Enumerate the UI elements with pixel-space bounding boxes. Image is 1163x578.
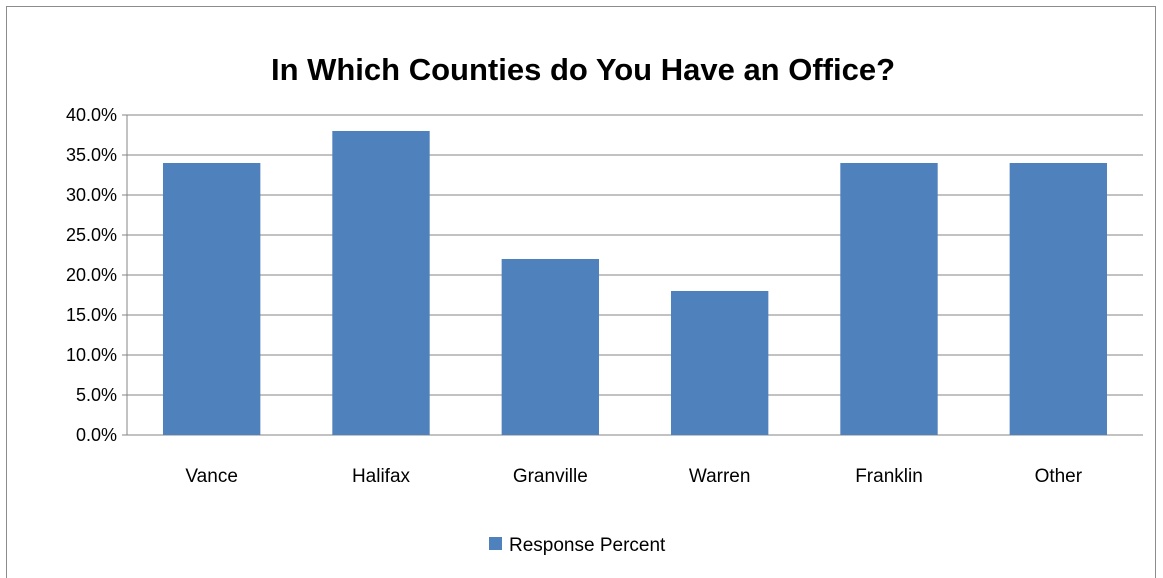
legend-label: Response Percent xyxy=(509,535,666,556)
x-category-label: Other xyxy=(1035,466,1083,487)
x-category-label: Warren xyxy=(689,466,751,487)
y-tick-label: 20.0% xyxy=(66,265,117,285)
chart-title: In Which Counties do You Have an Office? xyxy=(271,52,895,87)
x-axis-labels: Vance Halifax Granville Warren Franklin Other xyxy=(185,466,1082,487)
gridlines xyxy=(122,114,1143,436)
x-category-label: Franklin xyxy=(855,466,923,487)
y-tick-label: 15.0% xyxy=(66,305,117,325)
y-tick-label: 5.0% xyxy=(76,385,117,405)
y-tick-label: 25.0% xyxy=(66,225,117,245)
x-category-label: Halifax xyxy=(352,466,411,487)
y-tick-label: 40.0% xyxy=(66,105,117,125)
bar-warren xyxy=(670,291,769,435)
bar-halifax xyxy=(332,131,430,435)
x-category-label: Granville xyxy=(513,466,588,487)
y-axis-ticks: 0.0% 5.0% 10.0% 15.0% 20.0% 25.0% 30.0% 35.0% 40… xyxy=(66,105,117,445)
y-tick-label: 35.0% xyxy=(66,145,117,165)
x-category-label: Vance xyxy=(185,466,237,487)
bars xyxy=(162,131,1108,435)
bar-vance xyxy=(162,163,261,435)
chart-frame xyxy=(6,6,1156,578)
bar-franklin xyxy=(840,163,938,435)
legend-swatch xyxy=(489,537,502,550)
bar-other xyxy=(1009,163,1108,435)
y-tick-label: 30.0% xyxy=(66,185,117,205)
y-tick-label: 10.0% xyxy=(66,345,117,365)
legend: Response Percent xyxy=(489,535,666,556)
bar-granville xyxy=(501,259,600,435)
y-tick-label: 0.0% xyxy=(76,425,117,445)
